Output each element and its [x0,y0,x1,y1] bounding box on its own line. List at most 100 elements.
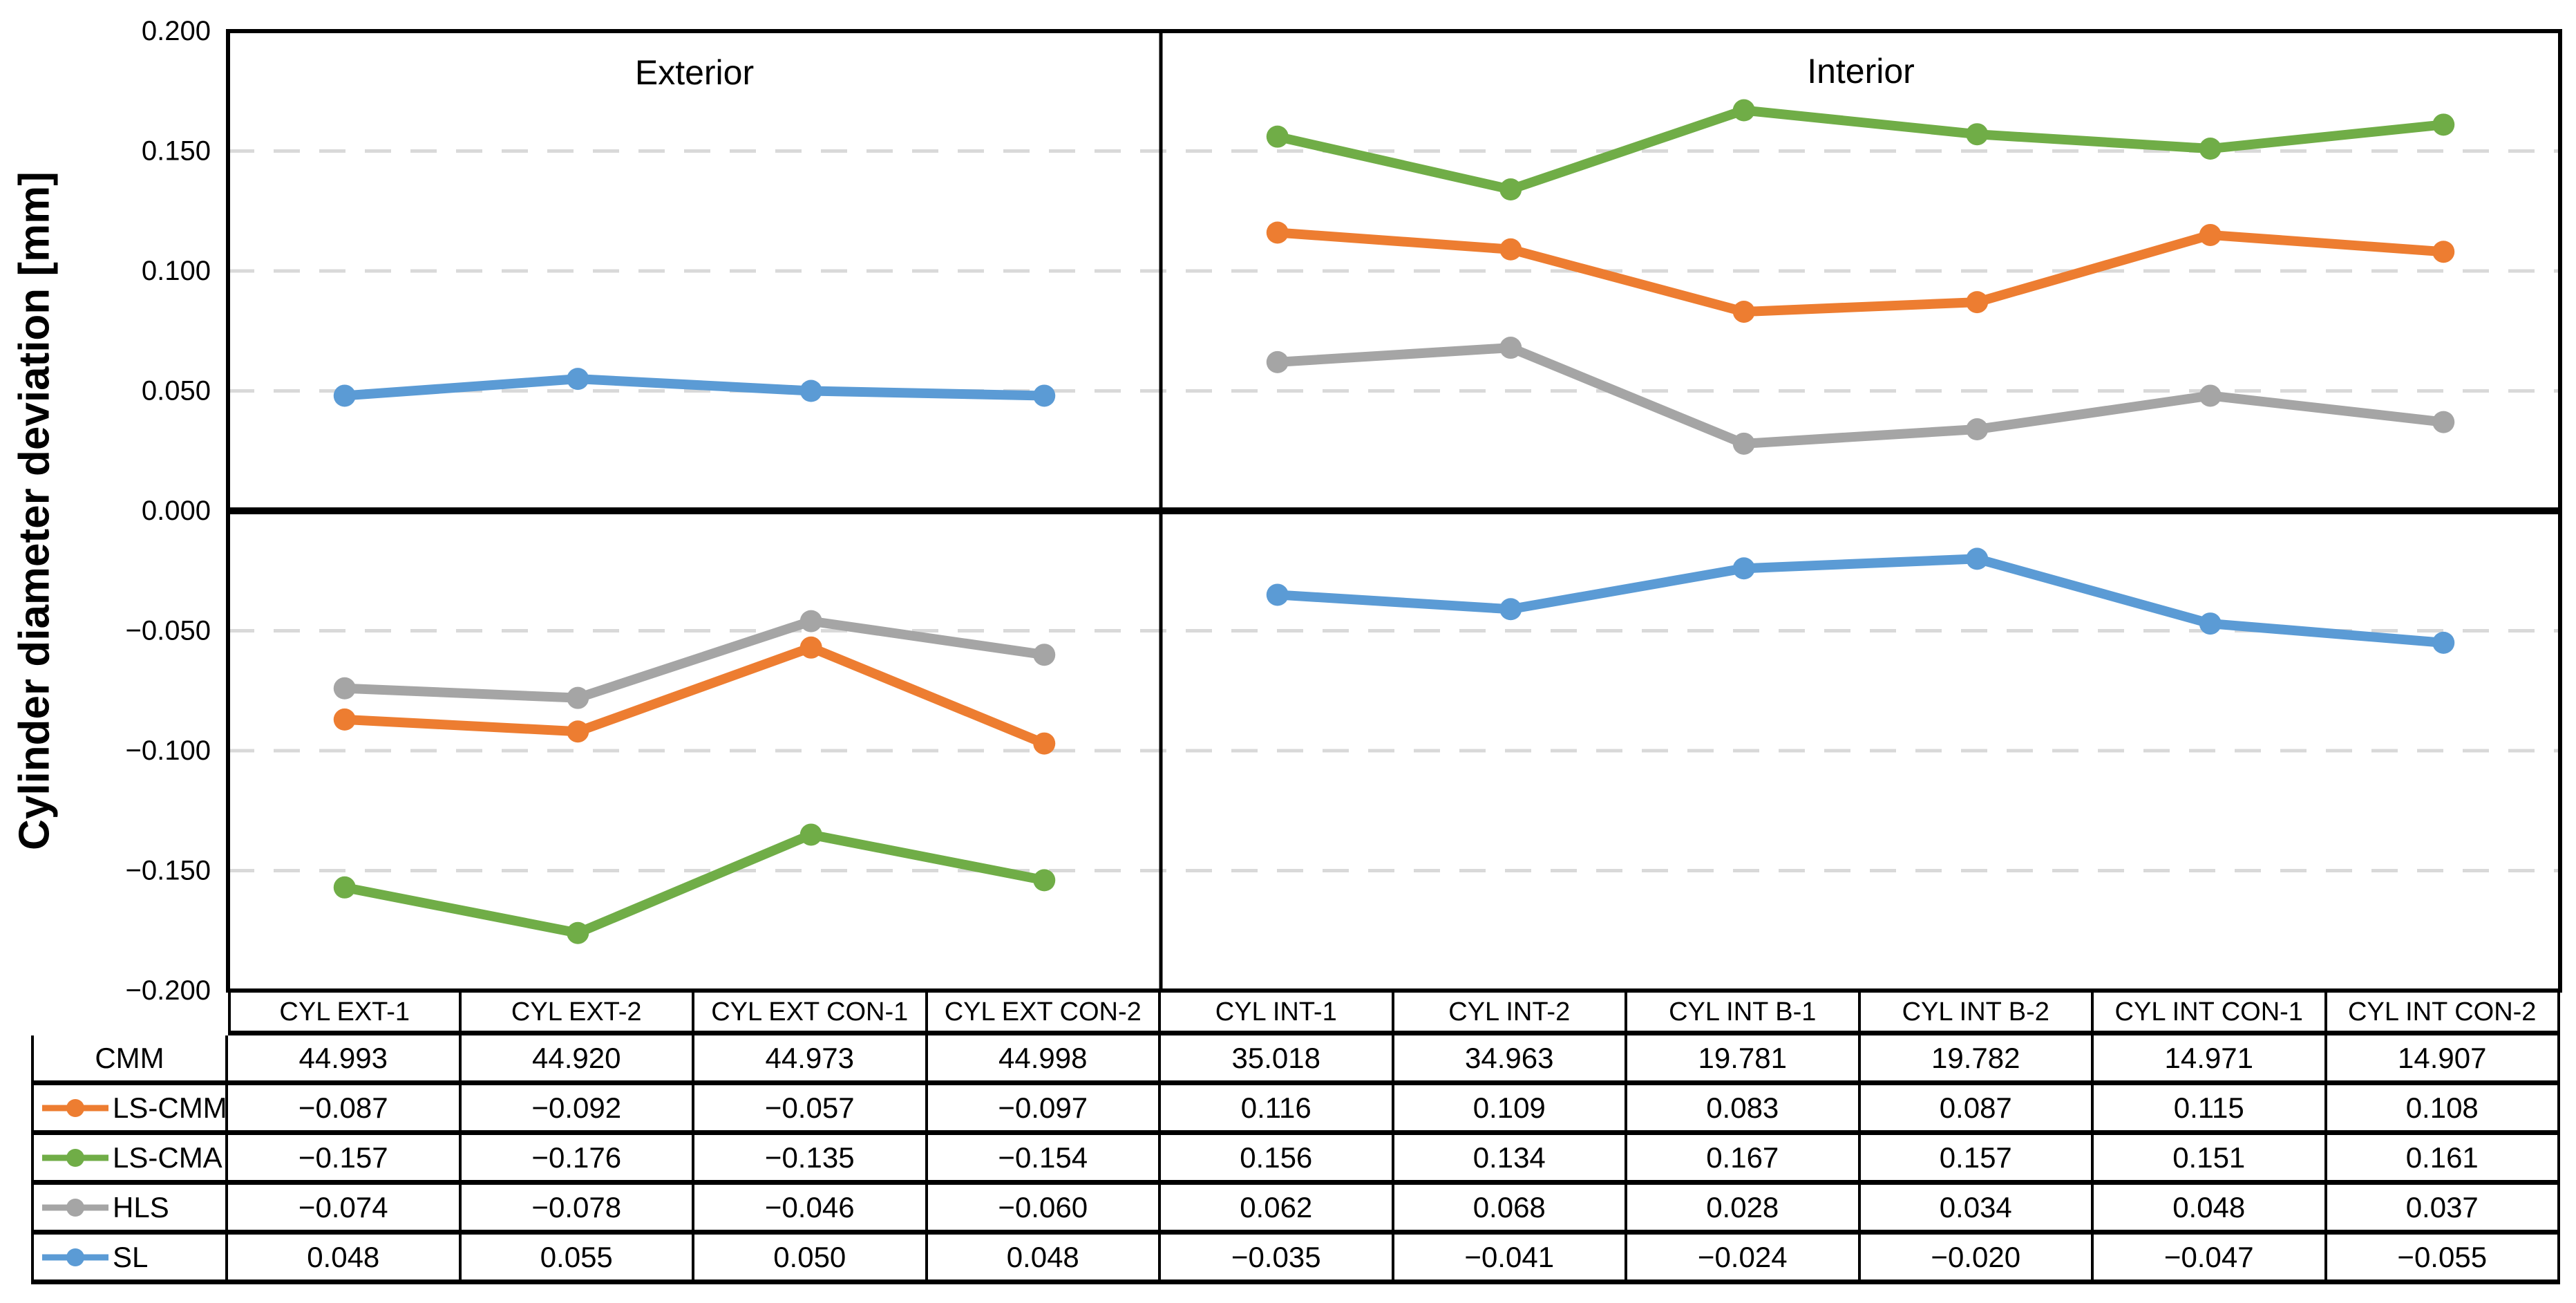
table-cell: 0.048 [228,1235,462,1284]
table-cell: −0.097 [927,1085,1161,1135]
y-axis-title: Cylinder diameter deviation [mm] [11,171,59,850]
series-line-HLS [1272,343,2449,449]
table-cell: 19.781 [1627,1035,1861,1085]
column-header: CYL EXT-2 [461,993,694,1035]
table-cell: 19.782 [1860,1035,2094,1085]
data-point-marker-LS-CMM [2432,241,2455,263]
y-tick-label: −0.200 [126,975,211,1006]
data-point-marker-SL [1033,384,1056,407]
table-cell: −0.092 [461,1085,694,1135]
table-cell: −0.020 [1860,1235,2094,1284]
data-point-marker-HLS [1033,644,1056,666]
data-point-marker-LS-CMM [1966,291,1989,314]
data-point-marker-SL [1966,547,1989,570]
row-header-label: CMM [95,1041,164,1074]
table-cell: 0.087 [1860,1085,2094,1135]
table-cell: −0.041 [1394,1235,1627,1284]
table-cell: 0.048 [927,1235,1161,1284]
table-cell: −0.176 [461,1135,694,1185]
data-point-marker-SL [2199,612,2222,635]
table-cell: −0.024 [1627,1235,1861,1284]
gridlines-group [228,149,2560,872]
row-header-label: HLS [113,1190,169,1224]
column-header: CYL EXT CON-1 [694,993,928,1035]
data-point-marker-LS-CMM [567,720,589,743]
data-point-marker-SL [2432,631,2455,654]
y-tick-label: 0.050 [142,376,211,406]
y-tick-label: 0.150 [142,136,211,167]
series-line-SL [1272,554,2449,648]
series-line-HLS [339,616,1050,703]
row-header: LS-CMM [31,1085,228,1135]
column-header: CYL INT-1 [1161,993,1394,1035]
panel-title-exterior: Exterior [635,53,754,92]
data-point-marker-HLS [799,610,822,632]
data-point-marker-LS-CMA [1732,99,1755,122]
table-cell: 0.156 [1161,1135,1394,1185]
table-cell: 0.161 [2327,1135,2560,1185]
row-header: CMM [31,1035,228,1085]
panel-title-interior: Interior [1807,52,1915,91]
legend-marker-icon [42,1148,108,1167]
column-header: CYL INT-2 [1394,993,1627,1035]
series-line-LS-CMA [1272,105,2449,195]
table-cell: 0.134 [1394,1135,1627,1185]
column-header: CYL EXT-1 [228,993,462,1035]
legend-circle [66,1248,84,1266]
table-cell: 0.167 [1627,1135,1861,1185]
table-cell: 0.109 [1394,1085,1627,1135]
plot-frame [226,29,2562,993]
series-line-SL [339,374,1050,401]
table-cell: 0.083 [1627,1085,1861,1135]
data-point-marker-HLS [1966,418,1989,441]
data-point-marker-SL [1266,583,1289,606]
table-cell: 14.971 [2094,1035,2327,1085]
legend-marker-icon [42,1098,108,1117]
data-point-marker-LS-CMA [333,876,356,899]
y-tick-label: −0.100 [126,735,211,766]
table-cell: 0.062 [1161,1185,1394,1235]
table-cell: −0.157 [228,1135,462,1185]
table-cell: 0.151 [2094,1135,2327,1185]
data-point-marker-LS-CMA [1266,125,1289,148]
data-point-marker-LS-CMM [1266,221,1289,244]
legend-marker-icon [42,1248,108,1266]
data-point-marker-LS-CMA [1033,869,1056,892]
data-point-marker-HLS [2199,384,2222,407]
table-cell: 44.993 [228,1035,462,1085]
data-point-marker-HLS [1266,350,1289,373]
series-line-LS-CMA [339,829,1050,938]
series-group [333,99,2455,944]
data-point-marker-LS-CMA [2199,138,2222,160]
table-cell: 0.157 [1860,1135,2094,1185]
data-point-marker-SL [1499,598,1522,621]
column-header: CYL INT CON-2 [2327,993,2560,1035]
y-tick-label: −0.150 [126,856,211,886]
data-point-marker-SL [333,384,356,407]
row-header: SL [31,1235,228,1284]
column-header: CYL INT B-1 [1627,993,1861,1035]
data-point-marker-SL [1732,557,1755,580]
data-point-marker-LS-CMA [799,823,822,846]
data-point-marker-LS-CMM [1033,732,1056,755]
table-cell: −0.047 [2094,1235,2327,1284]
table-cell: 14.907 [2327,1035,2560,1085]
data-point-marker-LS-CMM [1732,300,1755,323]
row-header-label: SL [113,1240,149,1273]
table-cell: −0.078 [461,1185,694,1235]
series-line-LS-CMM [339,642,1050,749]
table-cell: 0.034 [1860,1185,2094,1235]
column-header: CYL INT B-2 [1860,993,2094,1035]
table-cell: 44.998 [927,1035,1161,1085]
data-point-marker-LS-CMM [799,636,822,659]
legend-circle [66,1148,84,1167]
legend-circle [66,1198,84,1217]
table-cell: 34.963 [1394,1035,1627,1085]
legend-marker-icon [42,1198,108,1217]
data-point-marker-HLS [2432,411,2455,433]
row-header: HLS [31,1185,228,1235]
column-header: CYL INT CON-1 [2094,993,2327,1035]
table-cell: −0.035 [1161,1235,1394,1284]
